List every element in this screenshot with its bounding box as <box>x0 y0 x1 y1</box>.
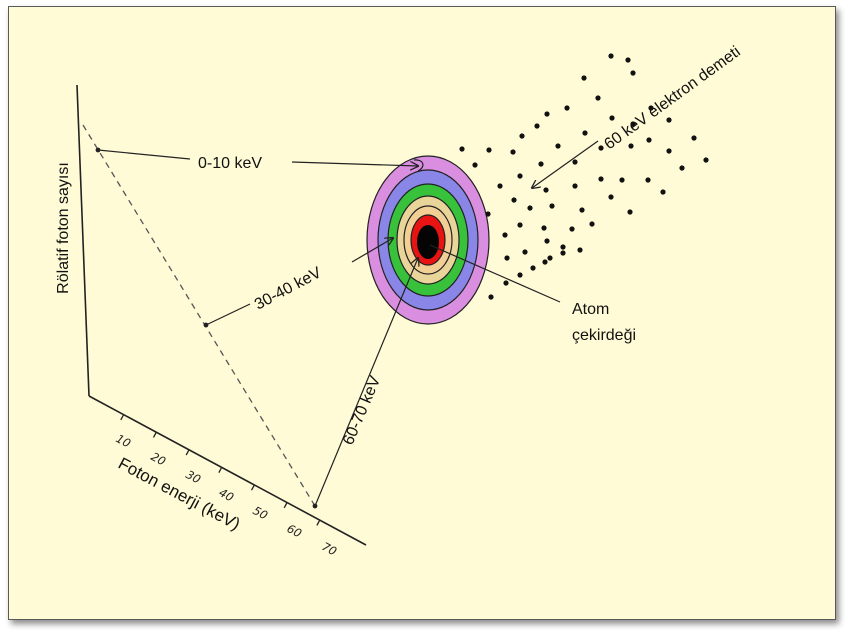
x-tick-label: 20 <box>149 449 168 468</box>
electron-dot <box>564 105 570 111</box>
electron-dot <box>542 259 548 265</box>
arrow-0-10-line-b <box>291 162 418 166</box>
electron-dot <box>544 238 550 244</box>
electron-dot <box>472 162 478 168</box>
electron-dot <box>555 143 561 149</box>
arrow-0-10-line-a <box>97 149 191 160</box>
x-tick-label: 60 <box>285 521 304 540</box>
electron-dot <box>703 157 709 163</box>
x-tick-mark <box>185 449 190 456</box>
electron-dot <box>589 221 595 227</box>
beam-label: 60 keV elektron demeti <box>601 43 743 153</box>
electron-dot <box>502 232 508 238</box>
arrow-30-40-line-a <box>205 303 251 326</box>
electron-dot <box>595 95 601 101</box>
spectrum-dashed-line <box>82 124 316 507</box>
electron-dot <box>630 70 636 76</box>
electron-dot <box>646 137 652 143</box>
electron-dot <box>598 145 604 151</box>
x-tick-mark <box>218 467 223 473</box>
x-tick-label: 10 <box>114 431 133 450</box>
electron-dot <box>679 165 685 171</box>
x-tick-mark <box>283 502 288 509</box>
label-30-40-kev: 30-40 keV <box>252 264 325 313</box>
electron-dot <box>572 159 578 165</box>
x-tick-label: 50 <box>251 503 270 522</box>
electron-dot <box>666 117 672 123</box>
electron-dot <box>608 194 614 200</box>
electron-dot <box>660 189 666 195</box>
arrow-0-10-hook <box>413 159 424 172</box>
electron-dot <box>488 294 494 300</box>
nucleus-pointer-line <box>429 244 561 303</box>
electron-dot <box>560 250 566 256</box>
electron-dot <box>486 147 492 153</box>
electron-dot <box>534 123 540 129</box>
atom <box>366 155 490 325</box>
electron-dot <box>608 53 614 59</box>
beam-arrow-line <box>532 140 599 188</box>
electron-dot <box>510 149 516 155</box>
x-tick-mark <box>120 414 125 421</box>
electron-dot <box>511 197 517 203</box>
label-0-10-kev: 0-10 keV <box>198 155 262 172</box>
x-tick-mark <box>250 484 255 491</box>
arrows <box>97 140 599 507</box>
nucleus-label-line2: çekirdeği <box>572 327 636 344</box>
nucleus-label-line1: Atom <box>572 301 609 318</box>
arrow-30-40-line-b <box>351 238 393 263</box>
electron-dot <box>547 255 553 261</box>
electron-dot <box>691 135 697 141</box>
electron-dot <box>503 280 509 286</box>
electron-dot <box>569 226 575 232</box>
electron-dot <box>459 146 465 152</box>
electron-dot <box>527 205 533 211</box>
x-tick-label: 30 <box>184 467 203 486</box>
electron-dot <box>544 111 550 117</box>
electron-dot <box>581 75 587 81</box>
x-tick-mark <box>316 519 321 526</box>
electron-dot <box>598 176 604 182</box>
electron-dot <box>628 143 634 149</box>
electron-dot <box>577 247 583 253</box>
electron-dot <box>538 161 544 167</box>
electron-dot <box>609 115 615 121</box>
electron-dot <box>619 177 625 183</box>
electron-dot <box>627 209 633 215</box>
electron-dot <box>560 244 566 250</box>
y-axis <box>76 84 90 397</box>
electron-dot <box>645 177 651 183</box>
electron-dot <box>504 255 510 261</box>
electron-dot <box>543 187 549 193</box>
electron-dot <box>625 57 631 63</box>
electron-dot <box>549 203 555 209</box>
electron-dot <box>648 105 654 111</box>
electron-dot <box>519 133 525 139</box>
x-tick-label: 40 <box>217 485 236 504</box>
electron-dot <box>517 222 523 228</box>
electron-dot <box>579 207 585 213</box>
electron-dot <box>666 148 672 154</box>
atom-nucleus <box>417 225 439 259</box>
electron-dot <box>522 249 528 255</box>
y-axis-label: Rölatif foton sayısı <box>55 162 72 294</box>
x-tick-label: 70 <box>320 539 339 558</box>
arrow-60-70-line <box>314 258 418 507</box>
electron-dot <box>517 173 523 179</box>
electron-dot <box>582 130 588 136</box>
electron-dot <box>630 121 636 127</box>
electron-dot <box>541 225 547 231</box>
x-tick-labels: 10 20 30 40 50 60 70 <box>114 431 339 558</box>
x-tick-mark <box>152 431 157 438</box>
electron-dot <box>572 183 578 189</box>
electron-dot <box>485 211 491 217</box>
label-60-70-kev: 60-70 keV <box>340 373 384 447</box>
x-axis-ticks <box>120 414 321 526</box>
electron-dot <box>530 265 536 271</box>
electron-beam-dots <box>459 53 709 300</box>
electron-dot <box>517 272 523 278</box>
electron-dot <box>497 183 503 189</box>
